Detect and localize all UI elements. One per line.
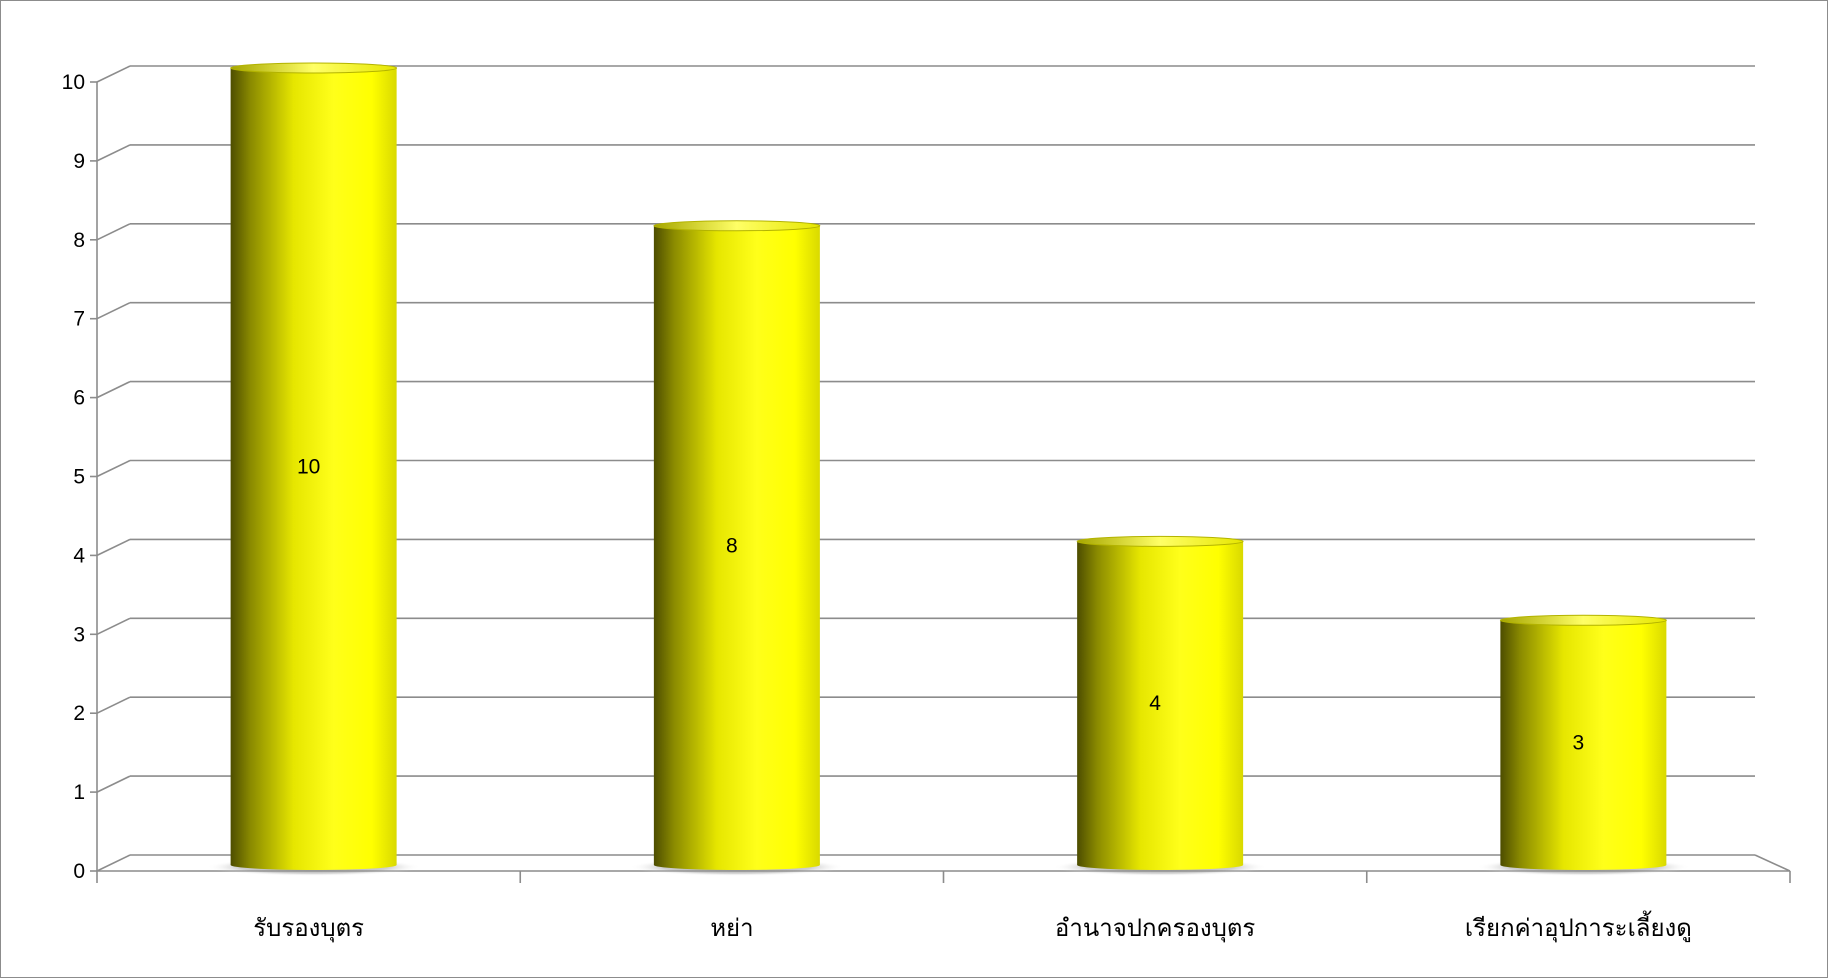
bars xyxy=(230,62,1667,870)
gridline-depth xyxy=(96,459,131,478)
y-tick-label: 10 xyxy=(62,71,85,94)
data-label: 4 xyxy=(1149,692,1161,715)
gridline-depth xyxy=(96,301,131,320)
gridline-depth xyxy=(96,696,131,714)
gridline-depth xyxy=(96,144,131,162)
y-tick-label: 7 xyxy=(73,308,85,331)
gridline-depth xyxy=(96,617,131,636)
bar-shadows xyxy=(206,858,1691,876)
gridline-depth xyxy=(96,538,131,557)
bar-base xyxy=(1500,860,1667,870)
bar-top xyxy=(1499,614,1667,626)
gridline-depth xyxy=(96,65,131,83)
y-tick-label: 4 xyxy=(73,544,85,567)
bar-base xyxy=(230,860,397,870)
bar xyxy=(230,68,397,865)
gridline-depth xyxy=(96,854,131,872)
bar-base xyxy=(1077,860,1244,870)
data-label: 3 xyxy=(1573,732,1585,755)
gridline-depth xyxy=(96,223,131,241)
gridline-depth xyxy=(96,380,131,399)
bar-top xyxy=(230,62,398,74)
x-category-label: รับรองบุตร xyxy=(253,914,364,943)
bar-top xyxy=(1076,535,1244,547)
labels: 0 1 2 3 4 5 6 7 8 9 10 10 รับรองบุตร 8 หย่า 4 อำนาจปกครอ… xyxy=(62,71,1692,943)
y-tick-label: 8 xyxy=(73,229,85,252)
y-tick-label: 2 xyxy=(73,702,85,725)
y-tick-label: 0 xyxy=(73,860,85,883)
gridlines xyxy=(96,65,1755,872)
data-label: 10 xyxy=(297,456,320,479)
bar xyxy=(1077,541,1244,865)
y-tick-label: 9 xyxy=(73,150,85,173)
floor-right-edge xyxy=(1754,854,1791,872)
bar xyxy=(653,225,820,866)
x-category-label: เรียกค่าอุปการะเลี้ยงดู xyxy=(1465,910,1692,943)
bar xyxy=(1500,620,1667,865)
y-tick-label: 1 xyxy=(73,781,85,804)
y-tick-label: 6 xyxy=(73,387,85,410)
x-category-label: หย่า xyxy=(710,914,753,942)
x-category-label: อำนาจปกครองบุตร xyxy=(1055,914,1256,943)
bar-top xyxy=(653,220,821,232)
y-tick-label: 5 xyxy=(73,466,85,489)
gridline-depth xyxy=(96,775,131,793)
y-tick-label: 3 xyxy=(73,623,85,646)
data-label: 8 xyxy=(726,534,738,557)
bar-base xyxy=(653,860,820,870)
